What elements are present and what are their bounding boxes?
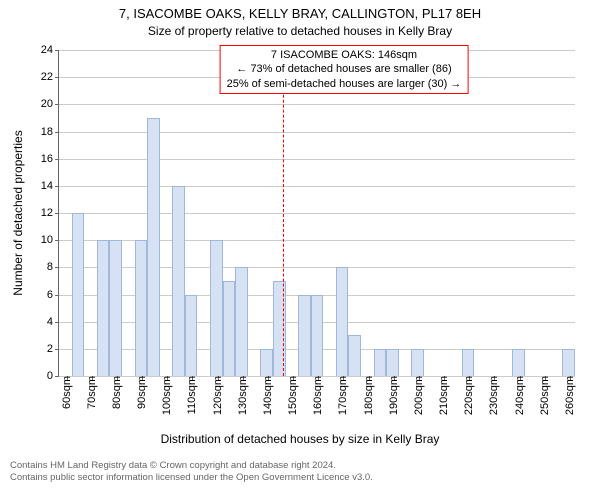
histogram-bar <box>336 267 349 376</box>
histogram-bar <box>411 349 424 376</box>
y-tick-label: 12 <box>41 207 53 219</box>
x-tick-label: 90sqm <box>136 376 148 409</box>
y-tick-label: 14 <box>41 180 53 192</box>
y-tick-label: 6 <box>47 289 53 301</box>
x-tick-label: 230sqm <box>488 376 500 415</box>
grid-line <box>59 159 575 160</box>
y-tick-label: 20 <box>41 98 53 110</box>
x-tick-label: 190sqm <box>388 376 400 415</box>
y-tick <box>55 132 59 133</box>
x-tick-label: 250sqm <box>539 376 551 415</box>
y-tick-label: 2 <box>47 343 53 355</box>
histogram-bar <box>512 349 525 376</box>
chart-title: 7, ISACOMBE OAKS, KELLY BRAY, CALLINGTON… <box>0 6 600 21</box>
histogram-bar <box>172 186 185 376</box>
histogram-bar <box>185 295 198 377</box>
y-tick-label: 10 <box>41 234 53 246</box>
histogram-bar <box>97 240 110 376</box>
x-axis-label: Distribution of detached houses by size … <box>0 432 600 446</box>
marker-line <box>283 50 284 376</box>
footer-line-2: Contains public sector information licen… <box>10 472 373 484</box>
y-tick <box>55 77 59 78</box>
y-tick <box>55 50 59 51</box>
x-tick-label: 130sqm <box>237 376 249 415</box>
histogram-bar <box>386 349 399 376</box>
y-tick-label: 24 <box>41 44 53 56</box>
y-tick-label: 4 <box>47 316 53 328</box>
x-tick-label: 150sqm <box>287 376 299 415</box>
y-tick <box>55 376 59 377</box>
histogram-bar <box>109 240 122 376</box>
x-tick-label: 160sqm <box>312 376 324 415</box>
histogram-bar <box>235 267 248 376</box>
histogram-bar <box>374 349 387 376</box>
y-tick <box>55 240 59 241</box>
x-tick-label: 110sqm <box>186 376 198 414</box>
x-tick-label: 210sqm <box>438 376 450 415</box>
y-tick <box>55 213 59 214</box>
histogram-bar <box>562 349 575 376</box>
y-axis-label: Number of detached properties <box>11 130 25 295</box>
histogram-bar <box>462 349 475 376</box>
y-tick <box>55 349 59 350</box>
y-tick-label: 0 <box>47 370 53 382</box>
chart-subtitle: Size of property relative to detached ho… <box>0 24 600 38</box>
footer-line-1: Contains HM Land Registry data © Crown c… <box>10 460 373 472</box>
y-tick <box>55 159 59 160</box>
y-tick-label: 16 <box>41 153 53 165</box>
y-tick <box>55 295 59 296</box>
x-tick-label: 200sqm <box>413 376 425 415</box>
y-tick-label: 22 <box>41 71 53 83</box>
grid-line <box>59 186 575 187</box>
histogram-bar <box>260 349 273 376</box>
x-tick-label: 70sqm <box>86 376 98 409</box>
y-tick <box>55 322 59 323</box>
grid-line <box>59 104 575 105</box>
histogram-bar <box>298 295 311 377</box>
annotation-line: 25% of semi-detached houses are larger (… <box>227 77 462 91</box>
grid-line <box>59 213 575 214</box>
x-tick-label: 60sqm <box>61 376 73 409</box>
y-tick <box>55 186 59 187</box>
y-tick <box>55 104 59 105</box>
histogram-bar <box>223 281 236 376</box>
histogram-bar <box>210 240 223 376</box>
x-tick-label: 180sqm <box>363 376 375 415</box>
histogram-bar <box>72 213 85 376</box>
x-tick-label: 260sqm <box>564 376 576 415</box>
histogram-bar <box>135 240 148 376</box>
chart-footer: Contains HM Land Registry data © Crown c… <box>10 460 373 485</box>
chart-plot-area: 02468101214161820222460sqm70sqm80sqm90sq… <box>58 50 575 377</box>
y-tick-label: 18 <box>41 126 53 138</box>
annotation-box: 7 ISACOMBE OAKS: 146sqm← 73% of detached… <box>220 45 469 94</box>
y-tick <box>55 267 59 268</box>
x-tick-label: 240sqm <box>514 376 526 415</box>
x-tick-label: 80sqm <box>111 376 123 409</box>
annotation-line: ← 73% of detached houses are smaller (86… <box>227 62 462 76</box>
x-tick-label: 140sqm <box>262 376 274 415</box>
histogram-bar <box>311 295 324 377</box>
histogram-bar <box>348 335 361 376</box>
grid-line <box>59 132 575 133</box>
x-tick-label: 220sqm <box>463 376 475 415</box>
x-tick-label: 170sqm <box>337 376 349 415</box>
histogram-bar <box>147 118 160 376</box>
x-tick-label: 100sqm <box>161 376 173 415</box>
y-tick-label: 8 <box>47 261 53 273</box>
x-tick-label: 120sqm <box>212 376 224 415</box>
annotation-line: 7 ISACOMBE OAKS: 146sqm <box>227 48 462 62</box>
